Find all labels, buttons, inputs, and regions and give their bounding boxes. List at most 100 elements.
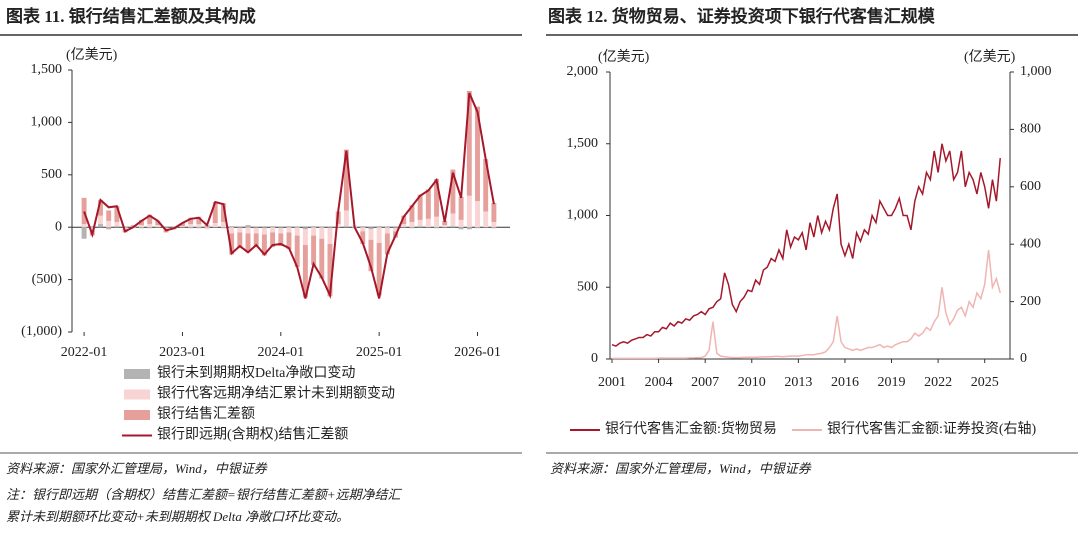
legend-label: 银行代客售汇金额:货物贸易 xyxy=(605,420,777,437)
bar xyxy=(491,227,497,229)
y2-tick-label: 200 xyxy=(1020,294,1041,309)
x-tick-label: 2013 xyxy=(784,375,812,390)
bar xyxy=(311,235,317,265)
x-tick-label: 2025 xyxy=(971,375,999,390)
bar xyxy=(253,227,259,229)
chart-title: 图表 11. 银行结售汇差额及其构成 xyxy=(6,6,256,26)
bar xyxy=(229,226,235,228)
bar xyxy=(311,227,317,236)
bar xyxy=(163,230,169,233)
x-tick-label: 2023-01 xyxy=(159,345,206,360)
y2-tick-label: 800 xyxy=(1020,122,1041,137)
bar xyxy=(343,210,349,227)
bar xyxy=(417,226,423,228)
bar xyxy=(81,227,87,239)
legend-label: 银行代客售汇金额:证券投资(右轴) xyxy=(827,420,1037,437)
chart-title: 图表 12. 货物贸易、证券投资项下银行代客售汇规模 xyxy=(548,6,936,26)
bar xyxy=(188,217,194,225)
y-tick-label: 0 xyxy=(55,219,62,234)
line xyxy=(611,143,1001,347)
bar xyxy=(163,227,169,229)
bar xyxy=(253,233,259,248)
bar xyxy=(442,220,448,226)
bar xyxy=(483,159,489,212)
bar xyxy=(319,227,325,239)
bar xyxy=(434,216,439,228)
bar xyxy=(335,224,341,228)
bar xyxy=(376,226,382,228)
bar xyxy=(409,227,415,229)
bar xyxy=(302,229,308,246)
bar xyxy=(401,215,407,225)
bar xyxy=(245,227,251,234)
bar xyxy=(327,243,333,297)
bar xyxy=(196,227,202,229)
line xyxy=(612,249,1001,360)
bar xyxy=(360,227,366,232)
y2-axis-label: (亿美元) xyxy=(964,49,1016,65)
y-tick-label: (500) xyxy=(32,272,63,287)
source: 资料来源：国家外汇管理局，Wind，中银证券 xyxy=(6,461,268,476)
bar xyxy=(114,226,120,228)
bar xyxy=(343,149,349,211)
bar xyxy=(147,224,153,228)
bar xyxy=(360,226,366,228)
bar xyxy=(491,221,497,228)
legend-swatch xyxy=(124,369,150,379)
bar xyxy=(302,245,308,298)
bar xyxy=(81,224,87,228)
bar xyxy=(204,226,210,228)
bar xyxy=(409,205,415,222)
bar xyxy=(458,196,464,220)
bar xyxy=(360,231,366,244)
bar xyxy=(220,227,226,229)
bar xyxy=(466,90,472,196)
y-axis-label: (亿美元) xyxy=(598,49,650,65)
bar xyxy=(270,226,276,228)
x-tick-label: 2019 xyxy=(878,375,906,390)
bar xyxy=(253,228,259,234)
y-tick-label: 2,000 xyxy=(567,64,599,79)
bar xyxy=(98,224,103,228)
y-tick-label: (1,000) xyxy=(21,324,62,339)
bar xyxy=(179,223,185,227)
bar xyxy=(147,227,153,229)
legend-swatch xyxy=(124,389,150,400)
x-tick-label: 2001 xyxy=(598,375,626,390)
bar xyxy=(147,214,153,225)
bar xyxy=(89,226,95,228)
bar xyxy=(114,221,120,227)
bar xyxy=(204,227,210,230)
bar xyxy=(270,232,276,248)
bar xyxy=(196,216,202,225)
x-tick-label: 2022 xyxy=(924,375,952,390)
bar xyxy=(458,227,464,230)
bar xyxy=(434,227,439,229)
y-tick-label: 500 xyxy=(577,279,598,294)
bar xyxy=(98,215,103,225)
bar xyxy=(286,232,292,250)
bar xyxy=(450,213,456,227)
bar xyxy=(229,233,235,255)
bar xyxy=(491,203,497,222)
bar xyxy=(368,239,374,272)
bar xyxy=(450,169,456,214)
bar xyxy=(237,227,243,229)
y2-tick-label: 400 xyxy=(1020,236,1041,251)
bar xyxy=(237,228,243,233)
bar xyxy=(409,221,415,228)
x-tick-label: 2025-01 xyxy=(356,345,403,360)
bar xyxy=(393,228,399,232)
y-tick-label: 1,500 xyxy=(567,136,599,151)
legend-label: 银行代客远期净结汇累计未到期额变动 xyxy=(157,385,395,402)
bar xyxy=(89,227,95,230)
bar xyxy=(261,227,267,229)
x-tick-label: 2007 xyxy=(691,375,719,390)
bar xyxy=(179,226,185,228)
note: 注：银行即远期（含期权）结售汇差额=银行结售汇差额+远期净结汇 xyxy=(6,487,403,502)
bar xyxy=(483,211,489,228)
legend-swatch xyxy=(124,410,150,420)
bar xyxy=(327,228,333,244)
bar xyxy=(278,233,284,247)
